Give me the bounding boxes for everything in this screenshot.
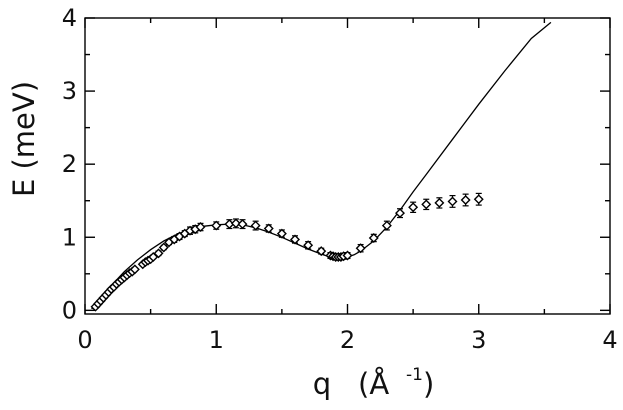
data-point — [395, 208, 405, 219]
y-tick-label: 4 — [62, 4, 77, 32]
y-tick-label: 0 — [62, 296, 77, 324]
x-tick-label: 0 — [77, 326, 92, 354]
y-tick-label: 3 — [62, 77, 77, 105]
data-point — [230, 218, 241, 229]
y-tick-label: 2 — [62, 150, 77, 178]
data-point — [316, 246, 327, 257]
x-axis-unit-exponent: -1 — [406, 365, 423, 385]
data-point — [263, 223, 274, 234]
x-tick-label: 3 — [471, 326, 486, 354]
dispersion-curve — [91, 21, 552, 310]
data-point — [158, 242, 169, 253]
x-axis-label: q — [313, 367, 331, 401]
data-point — [473, 194, 484, 205]
data-point — [129, 264, 140, 275]
data-point — [342, 250, 353, 261]
data-point — [195, 222, 206, 233]
ticks-layer: 0 1 2 3 4 0 1 2 3 4 — [62, 4, 618, 354]
data-point — [355, 243, 366, 254]
plot-layer — [90, 21, 552, 312]
data-point — [211, 220, 222, 231]
x-tick-label: 2 — [340, 326, 355, 354]
data-point — [421, 199, 432, 210]
data-point — [447, 196, 458, 207]
data-point — [460, 194, 471, 205]
data-point — [368, 233, 379, 243]
x-axis-title: q (Å -1 ) — [313, 365, 435, 401]
data-point — [408, 202, 419, 213]
x-tick-label: 4 — [602, 326, 617, 354]
data-point — [237, 219, 248, 230]
data-point — [434, 197, 445, 208]
data-point — [290, 234, 300, 245]
data-point — [303, 240, 314, 251]
x-axis-unit-close: ) — [423, 367, 434, 401]
data-point — [381, 220, 392, 231]
y-axis-label: E (meV) — [7, 81, 41, 197]
y-tick-label: 1 — [62, 223, 77, 251]
x-axis-unit: (Å — [358, 367, 389, 401]
data-point — [250, 220, 261, 231]
data-point — [276, 228, 287, 239]
x-tick-label: 1 — [209, 326, 224, 354]
plot-frame — [84, 17, 611, 315]
data-point — [153, 248, 164, 259]
